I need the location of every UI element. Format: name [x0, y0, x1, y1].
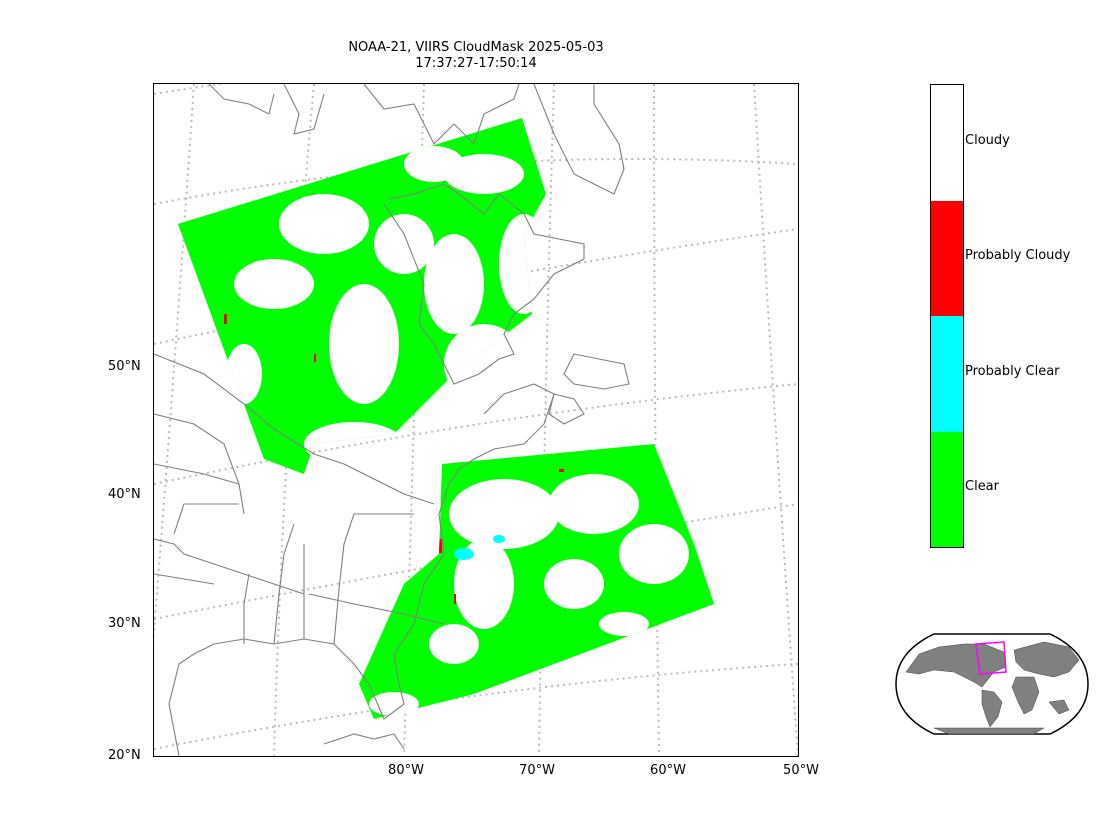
legend-label-cloudy: Cloudy: [965, 133, 1010, 148]
inset-land: [905, 641, 1080, 735]
lat-label-50n: 50°N: [108, 359, 141, 374]
cloudmask-swath-south: [359, 444, 714, 719]
inset-world-map: [894, 632, 1090, 736]
legend-swatch-probably-clear: [931, 316, 963, 432]
title-line-2: 17:37:27-17:50:14: [415, 56, 537, 71]
legend-swatch-clear: [931, 432, 963, 547]
legend-swatch-cloudy: [931, 85, 963, 201]
title-line-1: NOAA-21, VIIRS CloudMask 2025-05-03: [348, 40, 604, 55]
map-title: NOAA-21, VIIRS CloudMask 2025-05-03 17:3…: [154, 40, 798, 72]
legend-colorbar: [930, 84, 964, 548]
map-canvas: [154, 84, 798, 756]
legend-swatch-probably-cloudy: [931, 201, 963, 316]
cloudmask-swath-north: [178, 118, 546, 474]
legend-label-probably-clear: Probably Clear: [965, 364, 1060, 379]
legend-label-probably-cloudy: Probably Cloudy: [965, 248, 1071, 263]
legend-label-clear: Clear: [965, 479, 999, 494]
lon-label-60w: 60°W: [650, 763, 686, 778]
lon-label-80w: 80°W: [388, 763, 424, 778]
inset-extent-box: [975, 641, 1007, 675]
coastlines: [154, 84, 630, 756]
lat-label-40n: 40°N: [108, 487, 141, 502]
lon-label-50w: 50°W: [783, 763, 819, 778]
inset-world-svg: [895, 633, 1089, 735]
lat-label-20n: 20°N: [108, 748, 141, 763]
lon-label-70w: 70°W: [519, 763, 555, 778]
lat-label-30n: 30°N: [108, 616, 141, 631]
map-panel: [154, 84, 798, 756]
